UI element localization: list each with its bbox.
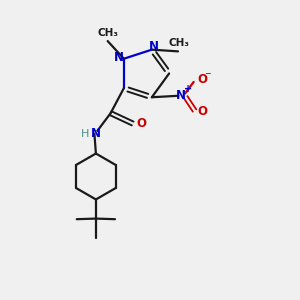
Text: N: N	[149, 40, 159, 52]
Text: N: N	[114, 51, 124, 64]
Text: H: H	[81, 129, 89, 139]
Text: N: N	[176, 89, 186, 102]
Text: N: N	[91, 127, 101, 140]
Text: ⁻: ⁻	[204, 70, 211, 83]
Text: +: +	[184, 84, 192, 94]
Text: O: O	[197, 73, 208, 86]
Text: O: O	[197, 106, 208, 118]
Text: CH₃: CH₃	[169, 38, 190, 48]
Text: O: O	[136, 117, 146, 130]
Text: CH₃: CH₃	[97, 28, 118, 38]
